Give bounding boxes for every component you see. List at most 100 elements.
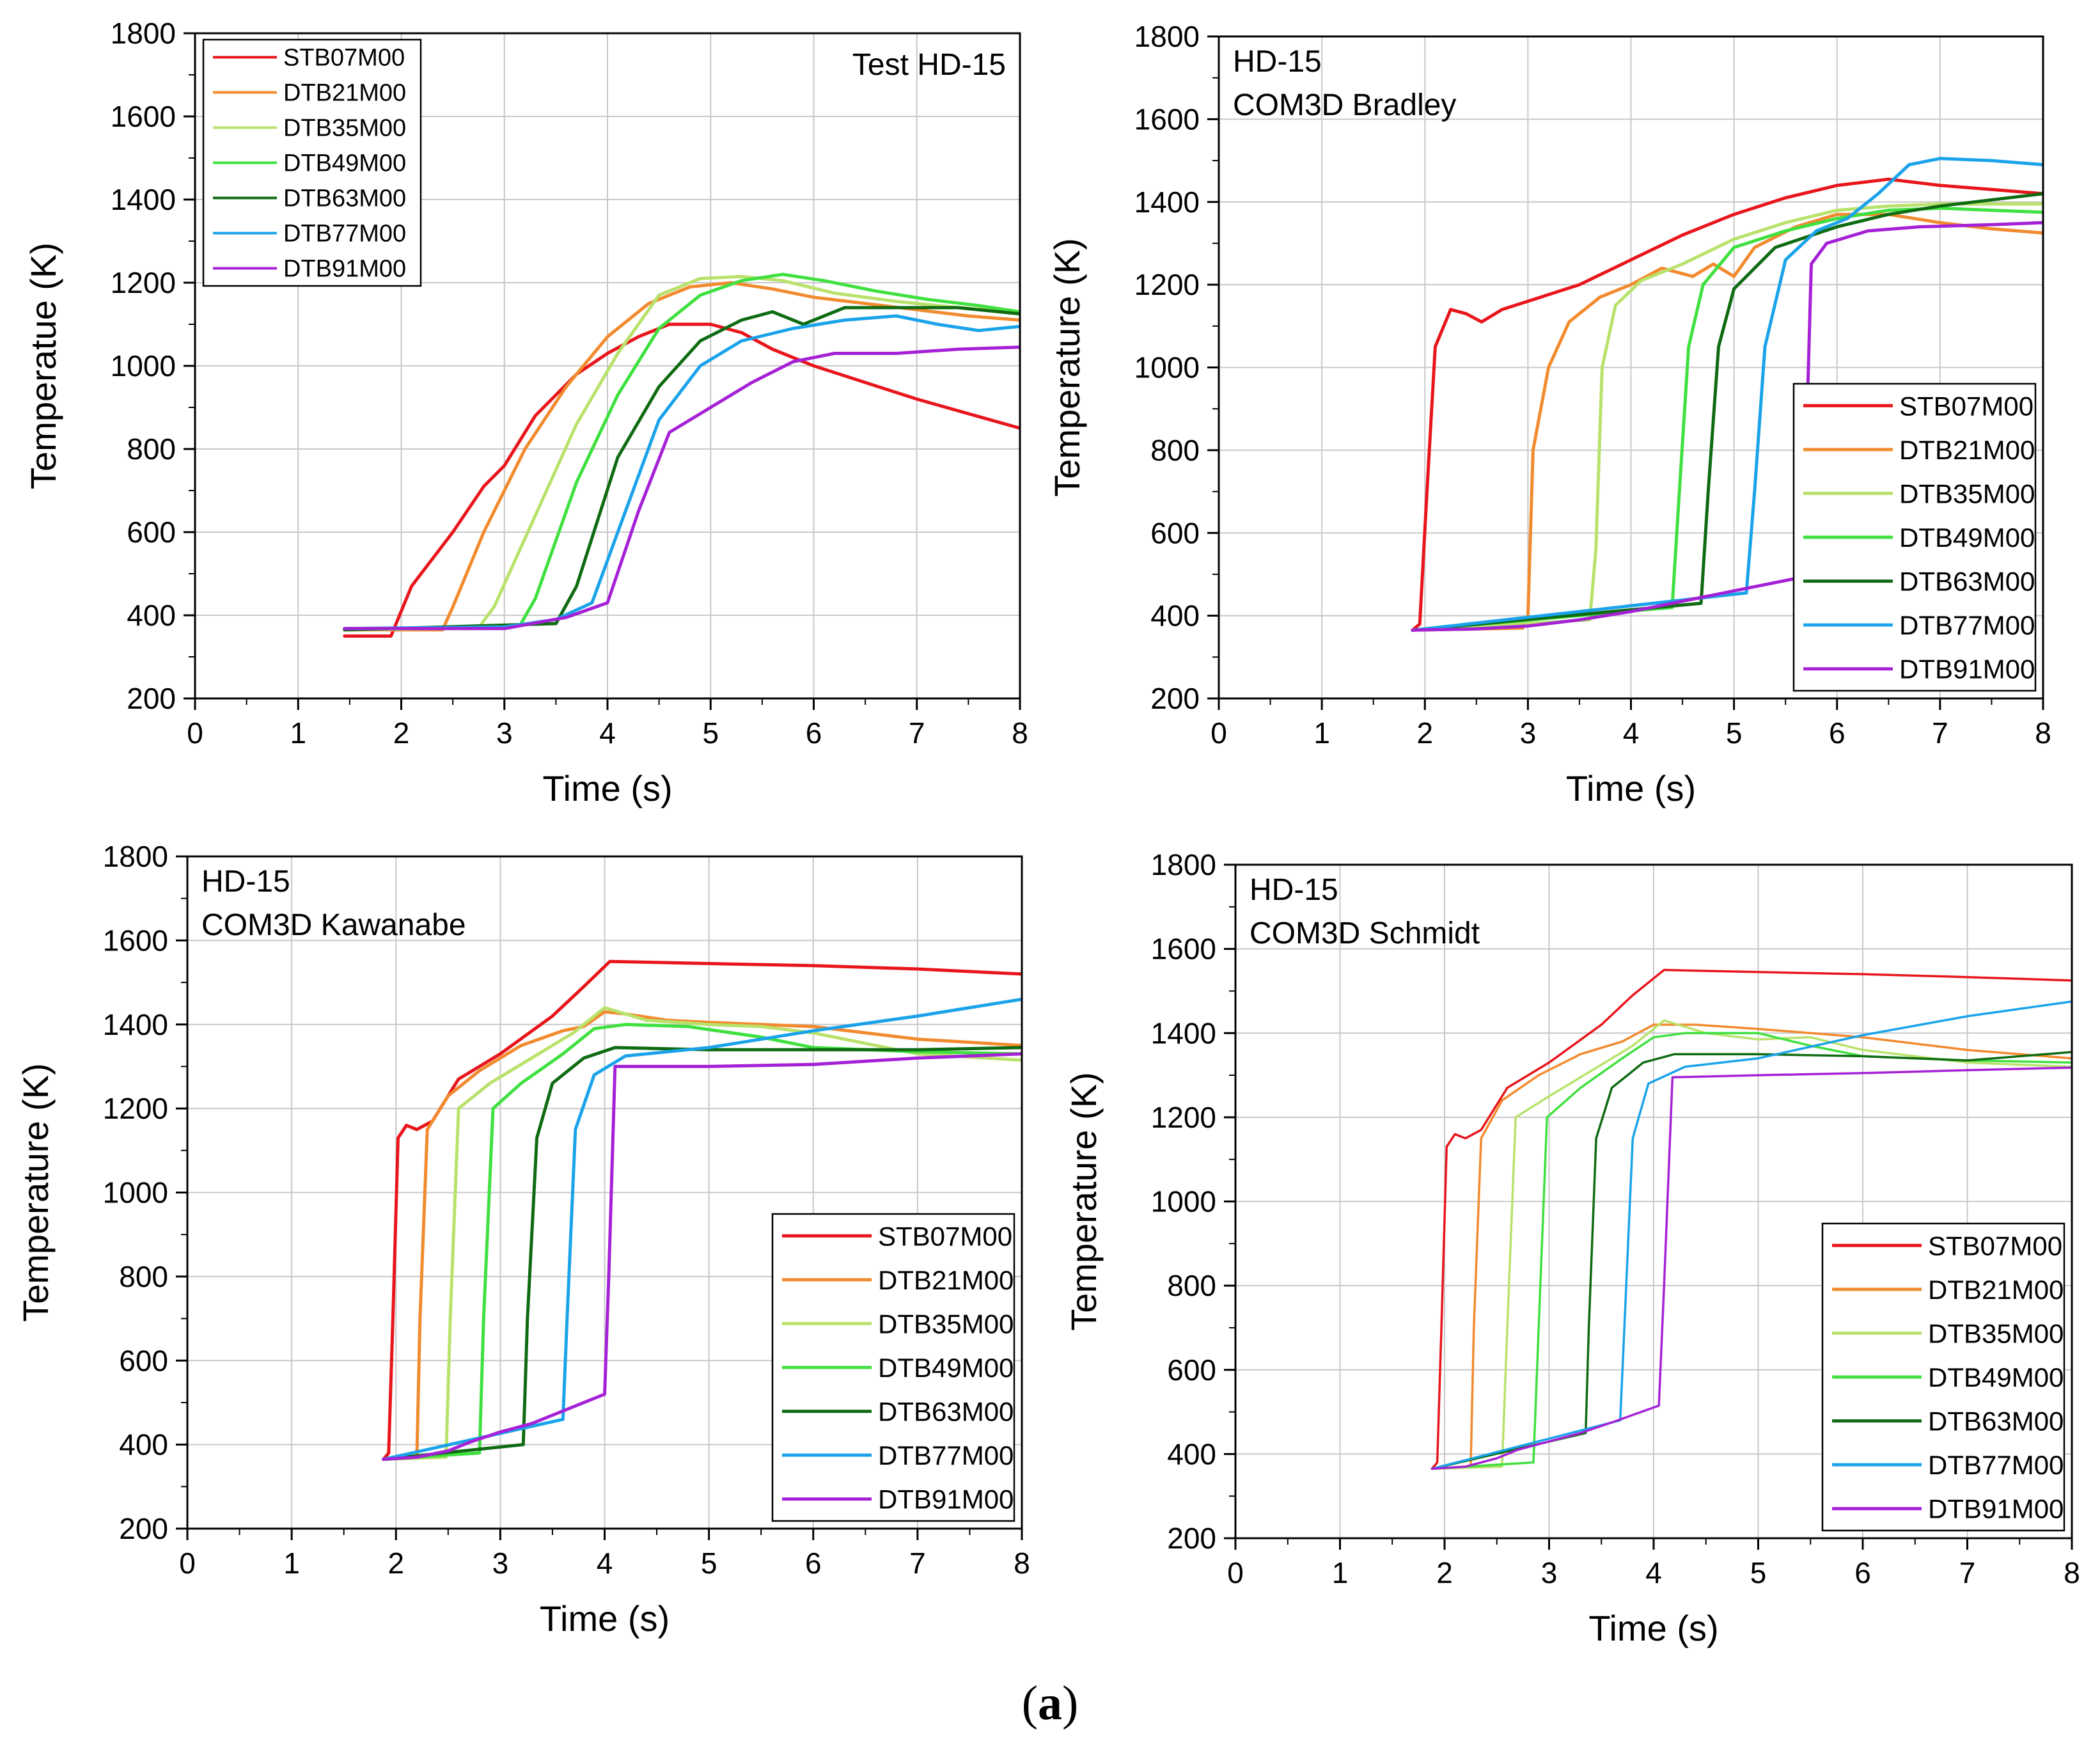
series-line-dtb77m00: [1430, 1000, 2072, 1470]
y-tick-label: 600: [1167, 1353, 1216, 1387]
x-tick-label: 6: [1829, 716, 1845, 750]
series-line-dtb91m00: [343, 345, 1020, 631]
legend-label-dtb21m00: DTB21M00: [283, 80, 406, 107]
y-tick-label: 600: [119, 1344, 168, 1377]
series-lines: [1430, 968, 2072, 1470]
series-line-dtb77m00: [1411, 157, 2043, 632]
series-line-dtb35m00: [1430, 1019, 2072, 1470]
x-tick-label: 1: [1332, 1556, 1349, 1589]
y-tick-label: 1400: [111, 183, 176, 216]
x-tick-label: 8: [2035, 716, 2051, 750]
x-tick-label: 0: [187, 716, 203, 750]
y-tick-label: 800: [1167, 1269, 1216, 1302]
x-tick-label: 6: [806, 716, 822, 750]
x-tick-label: 1: [283, 1547, 300, 1580]
legend: STB07M00 DTB21M00 DTB35M00 DTB49M00 DTB63M00…: [202, 38, 422, 287]
chart-panel-top-left: 0 1 2 3 4 5 6 7 8 200 400 600 800 1000 1200 1400 1600 180…: [23, 17, 1028, 808]
series-line-dtb35m00: [343, 274, 1020, 632]
y-tick-label: 1400: [1151, 1016, 1216, 1050]
x-tick-label: 7: [909, 716, 925, 750]
series-line-dtb63m00: [1411, 192, 2043, 632]
x-tick-label: 5: [1750, 1556, 1767, 1589]
x-tick-label: 3: [1520, 716, 1537, 750]
y-tick-label: 1600: [103, 924, 168, 957]
legend: STB07M00 DTB21M00 DTB35M00 DTB49M00 DTB63M00…: [1792, 382, 2037, 692]
x-tick-label: 7: [909, 1547, 926, 1580]
series-lines: [343, 272, 1020, 638]
y-tick-label: 1200: [111, 266, 176, 299]
figure-caption: (a): [0, 1676, 2100, 1731]
y-tick-label: 1400: [103, 1008, 168, 1041]
legend-label-dtb35m00: DTB35M00: [878, 1309, 1014, 1339]
x-tick-label: 3: [496, 716, 513, 750]
x-tick-label: 4: [1645, 1556, 1662, 1589]
series-line-dtb63m00: [343, 306, 1020, 632]
x-tick-label: 0: [1227, 1556, 1244, 1589]
x-tick-label: 0: [1211, 716, 1227, 750]
y-tick-label: 1600: [111, 100, 176, 133]
y-tick-label: 200: [119, 1512, 168, 1545]
x-tick-label: 7: [1932, 716, 1948, 750]
x-tick-label: 8: [2064, 1556, 2080, 1589]
series-line-stb07m00: [1430, 968, 2072, 1470]
legend-label-dtb21m00: DTB21M00: [1928, 1275, 2064, 1305]
y-axis-title: Temperature (K): [15, 1063, 56, 1322]
y-axis-title: Temperature (K): [1047, 238, 1087, 497]
series-line-dtb21m00: [382, 1010, 1022, 1461]
x-axis-title: Time (s): [540, 1598, 670, 1639]
y-tick-label: 1400: [1134, 185, 1200, 219]
legend-label-dtb91m00: DTB91M00: [1899, 654, 2035, 684]
panel-annotation: COM3D Bradley: [1233, 88, 1456, 122]
y-tick-label: 200: [1167, 1522, 1216, 1555]
x-axis-title: Time (s): [1588, 1608, 1718, 1648]
series-line-dtb77m00: [382, 997, 1022, 1461]
y-tick-label: 1000: [103, 1176, 168, 1209]
legend-label-dtb77m00: DTB77M00: [1899, 610, 2035, 640]
series-line-dtb63m00: [1430, 1051, 2072, 1470]
x-tick-label: 1: [290, 716, 306, 750]
legend-label-dtb63m00: DTB63M00: [1899, 567, 2035, 597]
y-tick-label: 800: [1150, 434, 1200, 467]
y-tick-label: 1000: [111, 349, 176, 382]
y-tick-label: 1200: [1134, 268, 1200, 301]
panel-annotation: Test HD-15: [852, 48, 1006, 82]
chart-panel-bottom-left: 0 1 2 3 4 5 6 7 8 200 400 600 800 1000 1200 1400 1600 180…: [15, 840, 1030, 1639]
legend-label-dtb49m00: DTB49M00: [283, 150, 406, 177]
y-tick-label: 1800: [1151, 848, 1216, 881]
x-tick-label: 2: [388, 1547, 404, 1580]
y-tick-label: 400: [119, 1428, 168, 1461]
legend-label-dtb77m00: DTB77M00: [878, 1440, 1014, 1470]
legend-label-dtb63m00: DTB63M00: [283, 185, 406, 212]
x-tick-label: 2: [1436, 1556, 1453, 1589]
legend-label-dtb49m00: DTB49M00: [1899, 523, 2035, 553]
series-line-stb07m00: [343, 322, 1020, 638]
x-tick-label: 5: [1726, 716, 1743, 750]
y-tick-label: 1800: [111, 17, 176, 50]
y-tick-label: 1000: [1151, 1185, 1216, 1218]
panel-annotation: HD-15: [201, 865, 290, 899]
x-tick-label: 8: [1014, 1547, 1030, 1580]
legend-label-dtb77m00: DTB77M00: [283, 221, 406, 248]
x-axis-title: Time (s): [1566, 768, 1696, 808]
y-tick-label: 800: [127, 432, 176, 466]
x-tick-label: 2: [1416, 716, 1433, 750]
y-tick-label: 1800: [103, 840, 168, 873]
y-tick-label: 800: [119, 1260, 168, 1293]
y-tick-label: 200: [127, 682, 176, 715]
x-tick-label: 7: [1959, 1556, 1976, 1589]
caption-letter: a: [1038, 1676, 1062, 1730]
x-tick-label: 6: [805, 1547, 822, 1580]
caption-open: (: [1021, 1676, 1038, 1730]
legend-label-dtb35m00: DTB35M00: [1928, 1318, 2064, 1348]
series-line-dtb91m00: [382, 1052, 1022, 1461]
x-tick-label: 4: [599, 716, 616, 750]
chart-panel-top-right: 0 1 2 3 4 5 6 7 8 200 400 600 800 1000 1200 1400 1600 180…: [1047, 20, 2051, 808]
series-line-stb07m00: [382, 959, 1022, 1461]
series-line-dtb49m00: [343, 272, 1020, 632]
caption-close: ): [1062, 1676, 1079, 1730]
x-tick-label: 4: [1623, 716, 1640, 750]
legend-label-dtb49m00: DTB49M00: [878, 1353, 1014, 1383]
legend-label-dtb49m00: DTB49M00: [1928, 1362, 2064, 1392]
panel-annotation: HD-15: [1250, 873, 1338, 907]
